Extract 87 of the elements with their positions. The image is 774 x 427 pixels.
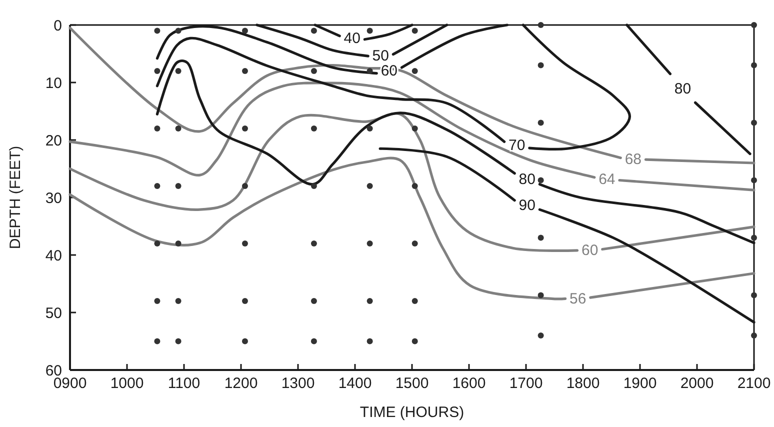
point bbox=[538, 292, 544, 298]
point bbox=[412, 126, 418, 132]
point bbox=[242, 240, 248, 246]
point bbox=[366, 298, 373, 304]
point bbox=[310, 28, 317, 34]
y-tick-label: 30 bbox=[45, 190, 62, 207]
series-label: 80 bbox=[674, 80, 692, 98]
point bbox=[242, 183, 248, 189]
x-tick-label: 1200 bbox=[224, 375, 258, 392]
x-tick-label: 0900 bbox=[53, 375, 87, 392]
point bbox=[366, 240, 373, 246]
x-tick-label: 1700 bbox=[509, 375, 543, 392]
x-tick-label: 2000 bbox=[680, 375, 714, 392]
point bbox=[751, 332, 757, 338]
point bbox=[751, 120, 757, 126]
point bbox=[242, 28, 248, 34]
point bbox=[366, 338, 373, 344]
point bbox=[154, 338, 160, 344]
point bbox=[366, 28, 373, 34]
point bbox=[310, 68, 317, 74]
point bbox=[538, 120, 544, 126]
point bbox=[310, 126, 317, 132]
point bbox=[366, 68, 373, 74]
x-tick-label: 1900 bbox=[623, 375, 657, 392]
x-tick-label: 1300 bbox=[281, 375, 315, 392]
x-tick-label: 1000 bbox=[110, 375, 144, 392]
point bbox=[175, 240, 182, 246]
y-axis-title: DEPTH (FEET) bbox=[7, 146, 24, 250]
y-tick-label: 10 bbox=[45, 74, 62, 92]
series-label: 60 bbox=[581, 242, 598, 260]
point bbox=[175, 183, 182, 189]
series-label: 56 bbox=[570, 290, 586, 308]
point bbox=[310, 240, 317, 246]
point bbox=[412, 183, 418, 189]
point bbox=[751, 292, 757, 298]
series-label: 90 bbox=[518, 197, 536, 214]
x-tick-label: 1800 bbox=[566, 375, 600, 392]
x-tick-label: 2100 bbox=[737, 375, 771, 392]
x-tick-label: 1100 bbox=[168, 375, 200, 392]
point bbox=[412, 338, 418, 344]
point bbox=[310, 298, 317, 304]
point bbox=[154, 240, 160, 246]
point bbox=[538, 22, 544, 28]
point bbox=[154, 183, 160, 189]
point bbox=[538, 62, 544, 68]
point bbox=[242, 68, 248, 74]
point bbox=[310, 183, 317, 189]
y-tick-label: 40 bbox=[45, 247, 62, 264]
series-label: 68 bbox=[624, 150, 642, 168]
point bbox=[751, 62, 757, 68]
point bbox=[242, 126, 248, 132]
point bbox=[751, 22, 757, 28]
point bbox=[751, 234, 757, 241]
x-tick-label: 1400 bbox=[338, 375, 372, 392]
point bbox=[538, 177, 544, 184]
point bbox=[154, 28, 160, 34]
point bbox=[175, 126, 182, 132]
series-label: 70 bbox=[508, 137, 526, 154]
point bbox=[412, 68, 418, 74]
series-label: 40 bbox=[344, 30, 360, 47]
series-label: 64 bbox=[598, 171, 616, 188]
point bbox=[154, 298, 160, 304]
point bbox=[751, 177, 757, 184]
x-axis-title: TIME (HOURS) bbox=[360, 404, 464, 421]
x-tick-label: 1500 bbox=[395, 375, 429, 392]
series-label: 80 bbox=[518, 171, 536, 188]
point bbox=[242, 338, 248, 344]
point bbox=[538, 234, 544, 241]
y-tick-label: 0 bbox=[54, 17, 62, 34]
point bbox=[154, 126, 160, 132]
point bbox=[154, 68, 160, 74]
point bbox=[310, 338, 317, 344]
series-label: 50 bbox=[372, 47, 389, 64]
point bbox=[412, 240, 418, 246]
point bbox=[175, 28, 182, 34]
point bbox=[366, 183, 373, 189]
point bbox=[538, 332, 544, 338]
point bbox=[412, 28, 418, 34]
point bbox=[175, 68, 182, 74]
y-tick-label: 50 bbox=[45, 304, 62, 322]
y-tick-label: 20 bbox=[45, 132, 62, 150]
point bbox=[412, 298, 418, 304]
x-tick-label: 1600 bbox=[452, 375, 486, 392]
point bbox=[175, 338, 182, 344]
point bbox=[175, 298, 182, 304]
point bbox=[242, 298, 248, 304]
point bbox=[366, 126, 373, 132]
